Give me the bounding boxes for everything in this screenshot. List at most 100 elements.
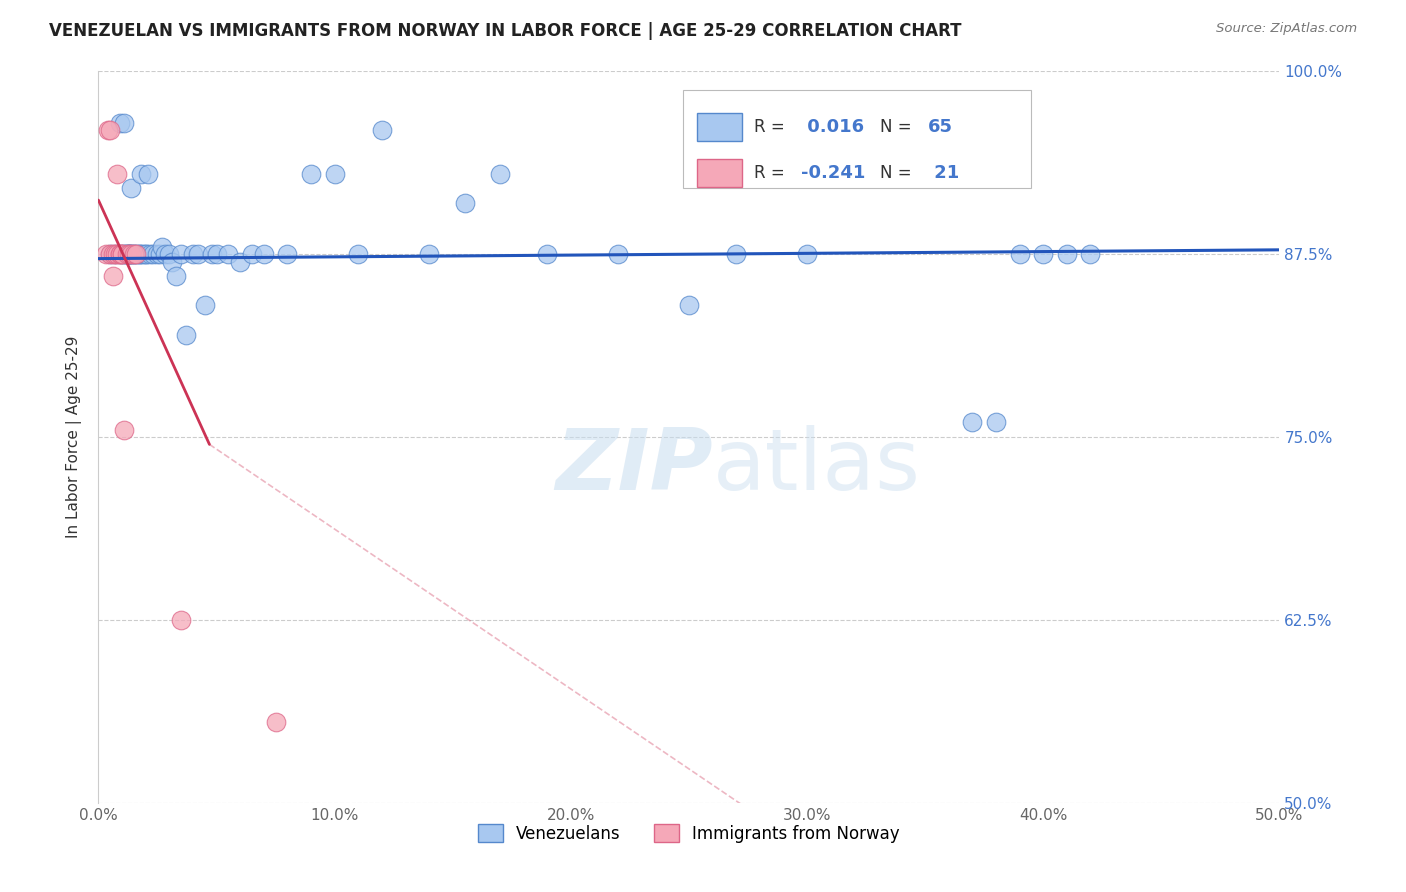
Point (1008, 247, 1031, 261)
Point (157, 247, 180, 261)
Point (112, 115, 135, 129)
Point (115, 247, 138, 261)
Point (108, 115, 131, 129)
Point (108, 247, 131, 261)
Point (112, 247, 135, 261)
Legend: Venezuelans, Immigrants from Norway: Venezuelans, Immigrants from Norway (471, 818, 907, 849)
Point (194, 298, 217, 312)
Point (453, 196, 475, 211)
Point (201, 247, 224, 261)
Point (347, 247, 370, 261)
Point (97, 123, 120, 137)
Point (187, 247, 209, 261)
Point (796, 247, 818, 261)
Point (122, 247, 145, 261)
Point (174, 327, 197, 342)
Point (170, 613, 193, 627)
Point (323, 167, 346, 181)
Text: R =: R = (754, 119, 790, 136)
Point (229, 254, 252, 268)
Point (150, 240, 173, 254)
Point (536, 247, 558, 261)
Text: 21: 21 (928, 164, 959, 182)
Point (121, 181, 143, 195)
Point (489, 167, 512, 181)
Point (115, 247, 138, 261)
Point (142, 247, 165, 261)
Point (139, 247, 162, 261)
Bar (697, 113, 742, 141)
FancyBboxPatch shape (683, 90, 1032, 188)
Point (165, 269, 187, 284)
Point (111, 247, 134, 261)
Point (217, 247, 239, 261)
Point (1080, 247, 1102, 261)
Text: N =: N = (880, 119, 917, 136)
Point (181, 247, 204, 261)
Point (108, 247, 131, 261)
Point (115, 247, 138, 261)
Point (1032, 247, 1054, 261)
Point (98, 247, 121, 261)
Point (170, 247, 193, 261)
Point (371, 123, 394, 137)
Point (122, 247, 145, 261)
Point (118, 247, 141, 261)
Point (121, 247, 143, 261)
Point (128, 247, 150, 261)
Point (129, 247, 152, 261)
Point (136, 167, 159, 181)
Point (121, 247, 143, 261)
Point (299, 167, 322, 181)
Point (984, 416, 1007, 430)
Point (240, 247, 263, 261)
Point (122, 247, 145, 261)
Point (132, 247, 155, 261)
Point (135, 247, 157, 261)
Point (253, 247, 276, 261)
Point (111, 247, 134, 261)
Point (118, 247, 141, 261)
Point (101, 247, 124, 261)
Text: 0.016: 0.016 (801, 119, 865, 136)
Text: -0.241: -0.241 (801, 164, 866, 182)
Point (725, 247, 748, 261)
Point (125, 247, 148, 261)
Text: 65: 65 (928, 119, 952, 136)
Point (149, 247, 172, 261)
Point (128, 247, 150, 261)
Text: N =: N = (880, 164, 917, 182)
Point (104, 247, 127, 261)
Point (264, 715, 287, 730)
Point (94, 247, 117, 261)
Bar (697, 159, 742, 186)
Point (418, 247, 440, 261)
Point (112, 247, 135, 261)
Point (135, 247, 157, 261)
Point (276, 247, 298, 261)
Point (118, 247, 141, 261)
Point (105, 247, 128, 261)
Point (678, 298, 700, 312)
Text: atlas: atlas (713, 425, 921, 508)
Point (129, 167, 152, 181)
Point (160, 254, 183, 268)
Point (125, 247, 148, 261)
Point (153, 247, 176, 261)
Point (98, 123, 121, 137)
Text: Source: ZipAtlas.com: Source: ZipAtlas.com (1216, 22, 1357, 36)
Point (98, 247, 121, 261)
Point (105, 167, 128, 181)
Point (146, 247, 169, 261)
Point (962, 416, 984, 430)
Point (121, 247, 143, 261)
Point (101, 269, 124, 284)
Text: VENEZUELAN VS IMMIGRANTS FROM NORWAY IN LABOR FORCE | AGE 25-29 CORRELATION CHAR: VENEZUELAN VS IMMIGRANTS FROM NORWAY IN … (49, 22, 962, 40)
Y-axis label: In Labor Force | Age 25-29: In Labor Force | Age 25-29 (66, 336, 83, 538)
Text: R =: R = (754, 164, 790, 182)
Text: ZIP: ZIP (555, 425, 713, 508)
Point (112, 423, 135, 437)
Point (108, 247, 131, 261)
Point (104, 247, 127, 261)
Point (118, 247, 141, 261)
